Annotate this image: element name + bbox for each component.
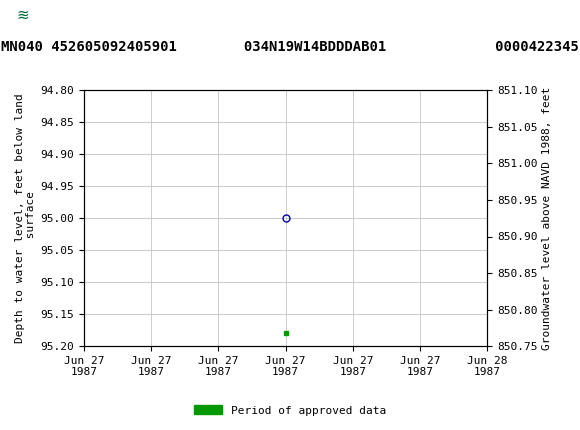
Legend: Period of approved data: Period of approved data (190, 401, 390, 420)
Text: ≋: ≋ (17, 8, 29, 23)
FancyBboxPatch shape (7, 4, 39, 27)
Text: USGS: USGS (46, 6, 101, 25)
Y-axis label: Groundwater level above NAVD 1988, feet: Groundwater level above NAVD 1988, feet (542, 86, 552, 350)
Text: MN040 452605092405901        034N19W14BDDDAB01             0000422345: MN040 452605092405901 034N19W14BDDDAB01 … (1, 40, 579, 54)
Y-axis label: Depth to water level, feet below land
 surface: Depth to water level, feet below land su… (15, 93, 37, 343)
